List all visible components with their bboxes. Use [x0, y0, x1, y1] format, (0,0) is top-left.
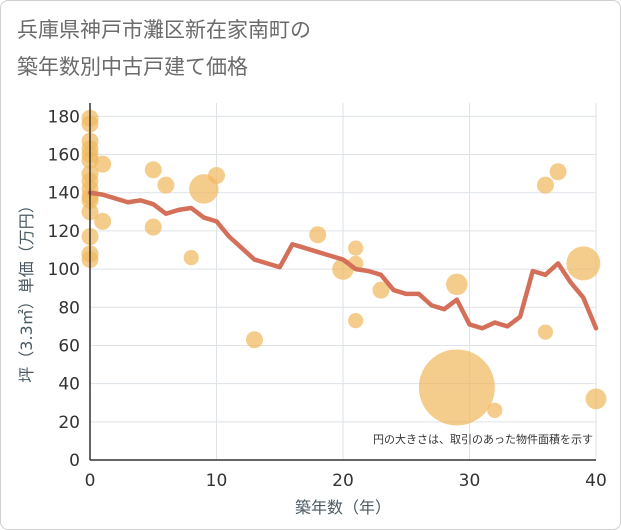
y-tick-label-40: 40 — [58, 375, 80, 395]
axes — [89, 103, 596, 461]
y-tick-label-60: 60 — [58, 336, 80, 356]
size-note: 円の大きさは、取引のあった物件面積を示す — [373, 432, 593, 446]
data-point-19 — [157, 176, 175, 194]
tick-labels: 0 20 40 60 80 100 120 140 160 180 0 10 20 30 40 — [48, 107, 607, 491]
chart-title: 兵庫県神戸市灘区新在家南町の 築年数別中古戸建て価格 — [17, 12, 311, 86]
y-tick-label-100: 100 — [48, 260, 80, 280]
data-point-23 — [245, 331, 263, 349]
y-tick-label-20: 20 — [58, 413, 80, 433]
y-tick-label-140: 140 — [48, 184, 80, 204]
x-tick-label-40: 40 — [585, 471, 607, 491]
data-point-33 — [536, 176, 554, 194]
title-line-2: 築年数別中古戸建て価格 — [17, 55, 248, 79]
x-tick-label-30: 30 — [459, 471, 481, 491]
grid — [90, 103, 597, 460]
y-tick-label-120: 120 — [48, 222, 80, 242]
x-axis-label: 築年数（年） — [295, 498, 391, 517]
data-point-35 — [549, 163, 567, 181]
data-point-34 — [537, 324, 554, 340]
y-tick-label-0: 0 — [69, 451, 80, 471]
data-point-29 — [372, 281, 390, 299]
data-point-31 — [418, 349, 495, 426]
trend-line — [87, 190, 599, 331]
title-line-1: 兵庫県神戸市灘区新在家南町の — [17, 18, 311, 42]
x-tick-label-20: 20 — [332, 471, 354, 491]
data-point-20 — [183, 250, 199, 266]
y-tick-label-180: 180 — [48, 107, 80, 127]
data-point-26 — [348, 240, 364, 256]
x-tick-label-10: 10 — [206, 471, 228, 491]
data-point-37 — [585, 388, 607, 410]
data-point-16 — [94, 212, 112, 230]
data-point-18 — [144, 218, 162, 236]
bubble-series — [81, 109, 607, 426]
x-tick-label-0: 0 — [85, 471, 96, 491]
data-point-36 — [566, 246, 601, 281]
data-point-17 — [144, 161, 162, 179]
data-point-22 — [208, 167, 225, 185]
y-tick-label-160: 160 — [48, 146, 80, 166]
data-point-32 — [487, 402, 503, 418]
data-point-28 — [348, 313, 364, 329]
data-point-30 — [446, 273, 468, 296]
data-point-24 — [309, 226, 327, 244]
y-tick-label-80: 80 — [58, 298, 80, 318]
data-point-15 — [94, 155, 112, 173]
y-axis-label: 坪（3.3㎡）単価（万円） — [17, 197, 36, 382]
